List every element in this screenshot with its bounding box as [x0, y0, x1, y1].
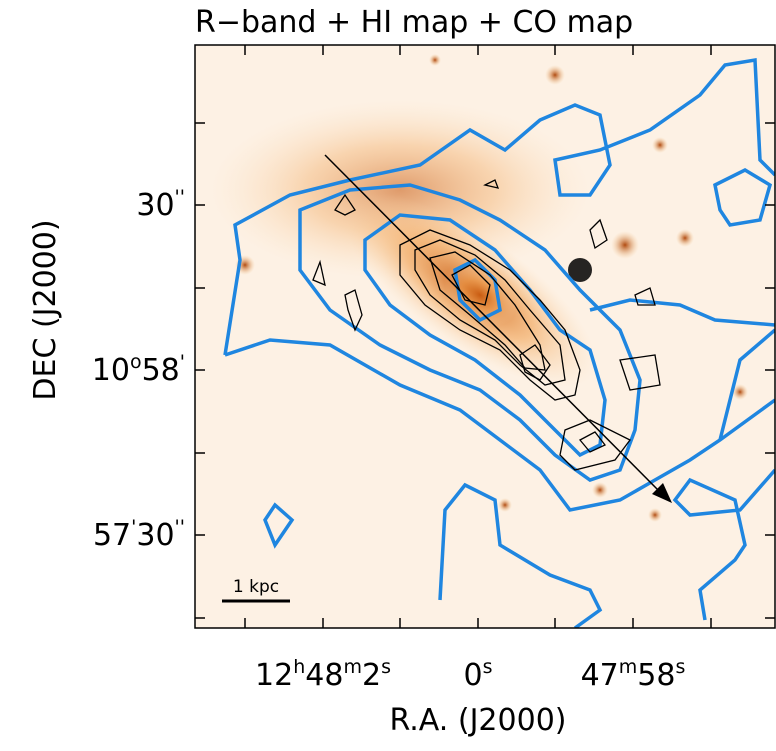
tick-label-part: 12 — [255, 658, 293, 693]
tick-label-part: m — [619, 656, 638, 678]
tick-label-part: o — [130, 351, 142, 373]
tick-label-part: 0 — [464, 658, 483, 693]
star — [592, 482, 608, 498]
star — [611, 231, 639, 259]
tick-label-part: '' — [175, 516, 185, 538]
tick-label-part: '' — [175, 186, 185, 208]
y-axis-label: DEC (J2000) — [28, 219, 63, 400]
star — [652, 137, 668, 153]
tick-label-part: 58 — [637, 658, 675, 693]
title: R−band + HI map + CO map — [195, 5, 633, 40]
tick-label-part: 48 — [305, 658, 343, 693]
tick-label-part: 10 — [92, 353, 130, 388]
tick-label-part: 47 — [581, 658, 619, 693]
tick-label: 30'' — [136, 186, 185, 223]
tick-label-part: s — [381, 656, 391, 678]
tick-label-part: h — [293, 656, 305, 678]
tick-label-part: 2 — [362, 658, 381, 693]
x-axis-label: R.A. (J2000) — [390, 703, 567, 738]
tick-label-part: m — [343, 656, 362, 678]
tick-marks — [195, 45, 775, 628]
star — [545, 65, 565, 85]
tick-label-part: 57 — [93, 518, 131, 553]
tick-label: 47m58s — [581, 656, 686, 693]
tick-label-part: 58 — [142, 353, 180, 388]
star — [568, 258, 592, 282]
major-axis-arrow — [324, 154, 661, 493]
tick-label-part: s — [675, 656, 685, 678]
star — [732, 384, 748, 400]
arrow-head — [652, 483, 672, 503]
scale-bar-label: 1 kpc — [233, 577, 279, 597]
image: 1 kpc — [195, 45, 775, 628]
tick-label-part: ' — [180, 351, 185, 373]
hi-contours — [223, 57, 775, 628]
star — [429, 54, 441, 66]
tick-label-part: s — [483, 656, 493, 678]
tick-label: 0s — [464, 656, 493, 693]
tick-label-part: ' — [131, 516, 136, 538]
co-contours — [312, 179, 661, 471]
star — [648, 508, 662, 522]
plot-frame — [194, 44, 776, 629]
tick-label: 12h48m2s — [255, 656, 391, 693]
star — [676, 229, 694, 247]
tick-label-part: 30 — [136, 188, 174, 223]
star — [498, 498, 512, 512]
tick-label-part: 30 — [136, 518, 174, 553]
tick-label: 57'30'' — [93, 516, 185, 553]
tick-label: 10o58' — [92, 351, 185, 388]
